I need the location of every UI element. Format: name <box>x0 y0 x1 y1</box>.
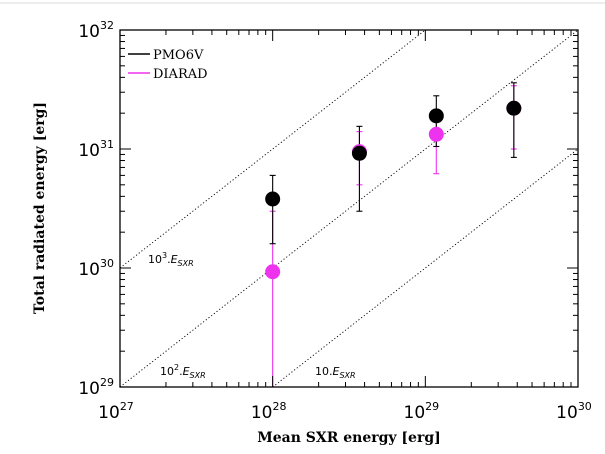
point-pmo6v-2 <box>428 108 444 124</box>
point-diarad-0 <box>265 264 281 280</box>
reference-label-2: 10.ESXR <box>315 365 356 380</box>
error-bars <box>269 82 517 387</box>
axis-ticks <box>119 29 579 388</box>
point-diarad-2 <box>428 126 444 142</box>
x-axis-title: Mean SXR energy [erg] <box>257 430 441 446</box>
x-tick-label: 1028 <box>251 400 287 423</box>
reference-labels: 103.ESXR 102.ESXR 10.ESXR <box>148 251 356 380</box>
y-tick-label: 1030 <box>78 257 114 280</box>
legend-label-pmo6v: PMO6V <box>153 48 204 63</box>
data-points <box>265 100 522 280</box>
reference-line-2 <box>272 148 579 388</box>
y-tick-label: 1029 <box>78 376 114 399</box>
x-tick-label: 1030 <box>556 400 592 423</box>
y-tick-label: 1031 <box>78 138 114 161</box>
y-tick-label: 1032 <box>78 19 114 42</box>
point-pmo6v-1 <box>351 145 367 161</box>
reference-label-1: 102.ESXR <box>160 363 206 380</box>
plot-frame <box>119 29 579 388</box>
reference-line-1 <box>119 29 579 388</box>
reference-lines <box>119 29 579 388</box>
x-tick-label: 1029 <box>404 400 440 423</box>
point-pmo6v-3 <box>506 100 522 116</box>
legend: PMO6V DIARAD <box>128 48 208 82</box>
x-tick-label: 1027 <box>98 400 134 423</box>
axis-tick-labels: 1027 1028 1029 1030 1029 1030 1031 1032 <box>78 19 591 423</box>
y-axis-title: Total radiated energy [erg] <box>32 102 48 314</box>
point-pmo6v-0 <box>265 191 281 207</box>
legend-label-diarad: DIARAD <box>153 67 208 82</box>
reference-label-0: 103.ESXR <box>148 251 194 268</box>
